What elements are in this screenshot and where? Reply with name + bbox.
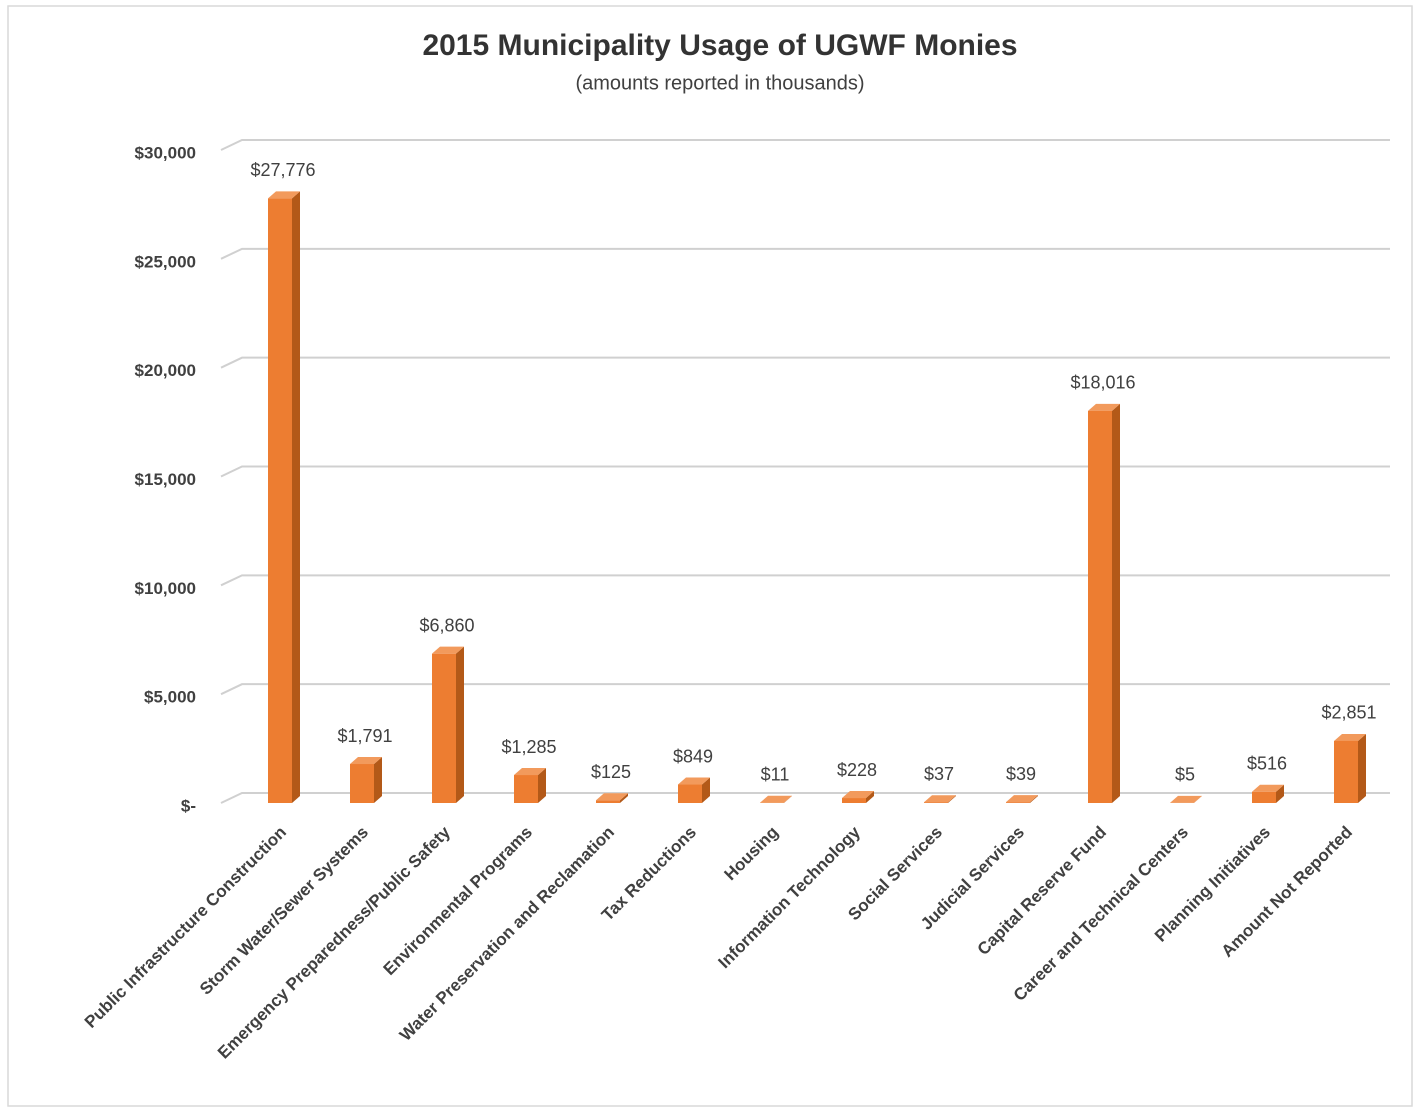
bar-top xyxy=(842,791,874,799)
bar-front xyxy=(514,775,538,803)
bar-front xyxy=(1334,740,1358,803)
y-tick-label: $10,000 xyxy=(135,579,196,598)
bar-front xyxy=(268,198,292,804)
bar-side xyxy=(1030,795,1038,803)
data-label: $5 xyxy=(1175,765,1195,785)
bar-front xyxy=(1088,410,1112,803)
bar-side xyxy=(620,793,628,803)
bar-side xyxy=(1358,733,1366,803)
bar-top xyxy=(268,191,300,199)
bar xyxy=(678,777,710,803)
data-label: $2,851 xyxy=(1321,703,1376,723)
bar-front xyxy=(1006,802,1030,803)
grid-line xyxy=(220,247,1390,260)
data-label: $849 xyxy=(673,746,713,766)
grid-line xyxy=(220,574,1390,587)
data-label: $228 xyxy=(837,760,877,780)
data-label: $6,860 xyxy=(419,615,474,635)
bar-side xyxy=(784,795,792,803)
bar-front xyxy=(842,798,866,803)
grid-line xyxy=(220,465,1390,478)
bar-side xyxy=(866,791,874,803)
data-label: $37 xyxy=(924,764,954,784)
data-label: $1,791 xyxy=(337,726,392,746)
bar-top xyxy=(760,795,792,803)
bar-top xyxy=(350,757,382,765)
grid-line xyxy=(220,139,1390,151)
grid-line xyxy=(220,683,1390,696)
bar-front xyxy=(432,653,456,803)
bar-top xyxy=(1088,403,1120,411)
bar xyxy=(268,191,300,804)
y-tick-label: $20,000 xyxy=(135,361,196,380)
bar-side xyxy=(948,795,956,803)
bar xyxy=(1334,733,1366,803)
bar xyxy=(1006,795,1038,803)
bar-front xyxy=(350,764,374,803)
bar xyxy=(350,757,382,803)
grid-line xyxy=(220,356,1390,369)
bar-front xyxy=(924,802,948,803)
bar-front xyxy=(596,800,620,803)
bar-top xyxy=(678,777,710,785)
chart-title: 2015 Municipality Usage of UGWF Monies xyxy=(422,29,1017,62)
data-label: $11 xyxy=(761,765,790,785)
bar xyxy=(924,795,956,803)
bar xyxy=(1252,784,1284,803)
bar-side xyxy=(702,777,710,803)
chart-border xyxy=(7,5,1413,1107)
bar xyxy=(1088,403,1120,803)
bar-top xyxy=(1334,733,1366,741)
bar-top xyxy=(432,646,464,654)
y-tick-label: $25,000 xyxy=(135,252,196,271)
bar-side xyxy=(1276,784,1284,803)
bar xyxy=(842,791,874,803)
bar-side xyxy=(538,768,546,803)
data-label: $39 xyxy=(1006,764,1036,784)
bar xyxy=(596,793,628,803)
data-label: $125 xyxy=(591,762,631,782)
y-tick-label: $15,000 xyxy=(135,470,196,489)
data-label: $516 xyxy=(1247,754,1287,774)
data-label: $27,776 xyxy=(250,160,315,180)
bar-top xyxy=(924,795,956,803)
bar xyxy=(514,768,546,803)
bar xyxy=(1170,795,1202,803)
bar xyxy=(432,646,464,803)
grid-line xyxy=(220,792,1390,804)
y-tick-label: $30,000 xyxy=(135,143,196,162)
bar-top xyxy=(514,768,546,776)
bar-side xyxy=(456,646,464,803)
y-tick-label: $- xyxy=(181,796,196,815)
bar-top xyxy=(1170,795,1202,803)
bar-side xyxy=(374,757,382,803)
bar-side xyxy=(1194,795,1202,803)
data-label: $1,285 xyxy=(501,737,556,757)
bar-top xyxy=(1006,795,1038,803)
bar xyxy=(760,795,792,803)
y-tick-label: $5,000 xyxy=(144,688,196,707)
data-label: $18,016 xyxy=(1070,373,1135,393)
bar-front xyxy=(1252,791,1276,803)
chart-subtitle: (amounts reported in thousands) xyxy=(575,72,864,94)
bar-side xyxy=(292,191,300,804)
bar-top xyxy=(596,793,628,801)
bar-top xyxy=(1252,784,1284,792)
bar-side xyxy=(1112,403,1120,803)
bar-front xyxy=(678,784,702,803)
